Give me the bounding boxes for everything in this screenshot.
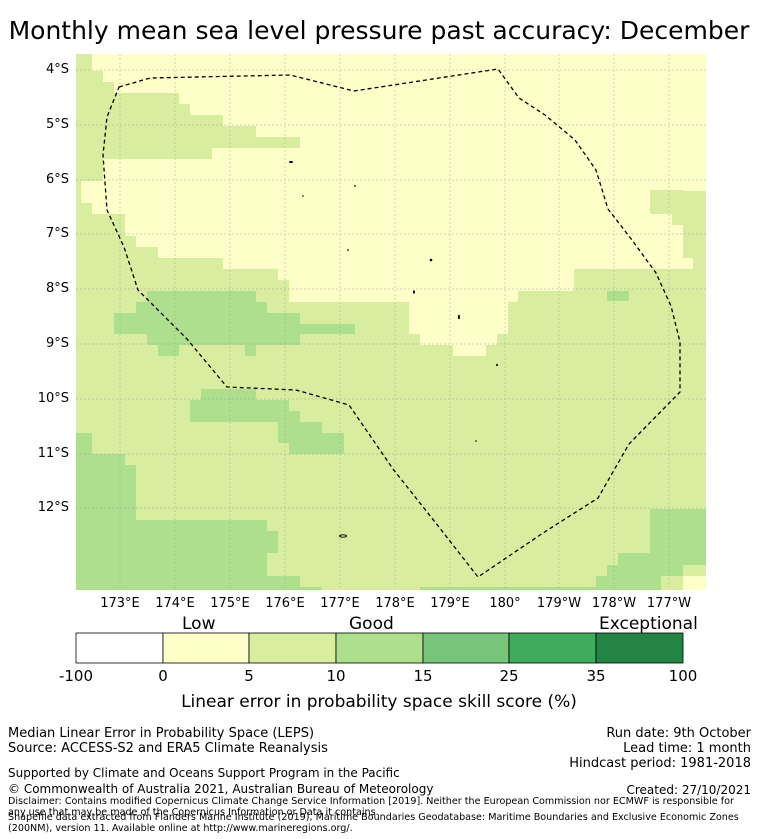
lat-label: 4°S [45,62,69,77]
lon-label: 179°W [536,596,582,611]
created-date: Created: 27/10/2021 [626,783,751,797]
colorbar-segment [595,632,684,664]
colorbar-segment [335,632,424,664]
lon-label: 178°W [591,596,637,611]
lat-label: 9°S [45,336,69,351]
colorbar-tick: 25 [499,667,519,685]
lon-label: 177°E [320,596,360,611]
colorbar-title: Linear error in probability space skill … [181,692,577,712]
lat-label: 6°S [45,172,69,187]
footer-copyright: © Commonwealth of Australia 2021, Austra… [8,782,434,796]
lon-label: 173°E [100,596,140,611]
colorbar-segment [162,632,250,664]
disclaimer: Disclaimer: Contains modified Copernicus… [8,796,734,818]
colorbar-tick: 15 [413,667,433,685]
colorbar-tick: 100 [668,667,698,685]
lon-label: 178°E [375,596,415,611]
lon-label: 174°E [155,596,195,611]
hindcast-period: Hindcast period: 1981-2018 [569,756,751,771]
lat-label: 11°S [37,446,69,461]
islands [289,161,498,538]
shapefile-credit: Shapefile data extracted from Flanders M… [8,812,739,834]
colorbar-segment [75,632,164,664]
region-good-south [190,389,344,454]
colorbar-tick: -100 [58,667,94,685]
colorbar [75,632,684,664]
footer-source: Source: ACCESS-S2 and ERA5 Climate Reana… [8,741,328,756]
colorbar-segment [248,632,337,664]
lon-label: 175°E [210,596,250,611]
gridlines [76,54,706,590]
footer-method: Median Linear Error in Probability Space… [8,726,315,741]
lon-label: 177°W [646,596,692,611]
region-good-patch [607,291,629,301]
category-label-exceptional: Exceptional [599,614,698,634]
region-low-patch [683,181,706,191]
colorbar-segment [508,632,597,664]
colorbar-segment [422,632,510,664]
region-good-east [420,509,706,590]
colorbar-tick: 35 [586,667,606,685]
colorbar-tick: 0 [158,667,168,685]
skill-map [76,54,706,590]
lat-label: 12°S [37,500,69,515]
colorbar-tick: 5 [244,667,254,685]
region-low-main [81,54,706,356]
category-label-low: Low [182,614,216,634]
lon-label: 180° [489,596,521,611]
lon-label: 176°E [265,596,305,611]
lon-label: 179°E [430,596,470,611]
lat-label: 7°S [45,226,69,241]
lat-label: 8°S [45,281,69,296]
chart-title: Monthly mean sea level pressure past acc… [8,16,750,45]
region-good-west [76,433,322,590]
eez-boundary [102,68,681,578]
region-low-corner [683,576,706,590]
colorbar-tick: 10 [326,667,346,685]
lead-time: Lead time: 1 month [623,741,751,756]
lat-label: 10°S [37,391,69,406]
category-label-good: Good [349,614,394,634]
region-good-belt [114,291,355,356]
skill-field [76,54,706,590]
run-date: Run date: 9th October [606,726,751,741]
lat-label: 5°S [45,117,69,132]
footer-support: Supported by Climate and Oceans Support … [8,766,400,780]
